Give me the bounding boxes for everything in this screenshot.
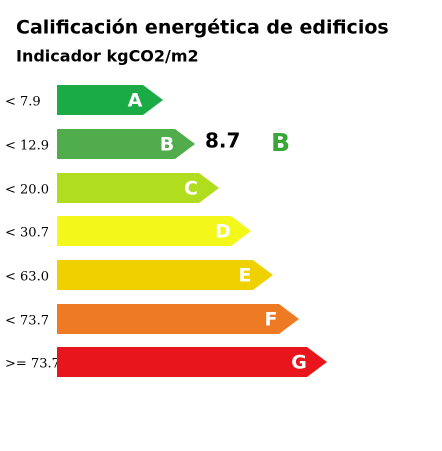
- result-value: 8.7: [205, 129, 240, 153]
- rating-letter: F: [265, 309, 278, 331]
- rating-arrow: [57, 85, 163, 115]
- range-label: < 20.0: [5, 183, 49, 198]
- rating-letter: D: [215, 221, 231, 243]
- rating-arrow: [57, 173, 219, 203]
- range-label: < 63.0: [5, 270, 49, 285]
- rating-letter: C: [184, 178, 198, 200]
- rating-arrow: [57, 216, 251, 246]
- subtitle: Indicador kgCO2/m2: [16, 47, 199, 66]
- rating-letter: B: [160, 134, 174, 156]
- range-label: < 12.9: [5, 139, 49, 154]
- range-label: < 30.7: [5, 226, 49, 241]
- range-label: >= 73.7: [5, 357, 60, 372]
- rating-letter: A: [128, 90, 143, 112]
- rating-letter: G: [291, 352, 307, 374]
- title: Calificación energética de edificios: [16, 17, 389, 39]
- rating-arrow: [57, 304, 299, 334]
- rating-arrow: [57, 347, 327, 377]
- result-letter: B: [271, 128, 290, 157]
- range-label: < 73.7: [5, 314, 49, 329]
- rating-arrow: [57, 260, 273, 290]
- range-label: < 7.9: [5, 95, 41, 110]
- rating-arrow: [57, 129, 195, 159]
- rating-letter: E: [239, 265, 252, 287]
